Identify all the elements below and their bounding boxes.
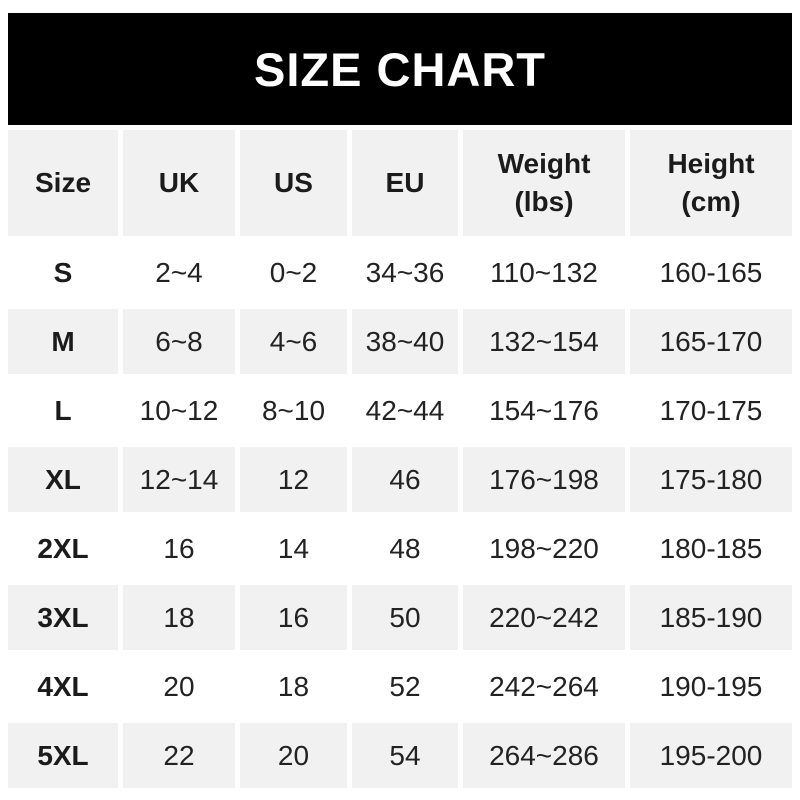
column-header-height: Height (cm) [630,130,792,236]
cell-weight: 110~132 [463,240,625,305]
cell-us: 12 [240,447,347,512]
size-table: Size UK US EU Weight (lbs) Height (cm) S… [8,130,792,788]
cell-uk: 6~8 [123,309,235,374]
cell-us: 14 [240,516,347,581]
size-chart-banner: SIZE CHART [8,13,792,125]
column-header-uk: UK [123,130,235,236]
cell-uk: 18 [123,585,235,650]
cell-height: 195-200 [630,723,792,788]
cell-eu: 48 [352,516,458,581]
cell-uk: 10~12 [123,378,235,443]
cell-eu: 52 [352,654,458,719]
cell-weight: 264~286 [463,723,625,788]
cell-uk: 22 [123,723,235,788]
cell-weight: 220~242 [463,585,625,650]
cell-us: 0~2 [240,240,347,305]
cell-us: 16 [240,585,347,650]
cell-us: 20 [240,723,347,788]
column-header-eu: EU [352,130,458,236]
cell-height: 160-165 [630,240,792,305]
cell-weight: 198~220 [463,516,625,581]
cell-eu: 38~40 [352,309,458,374]
cell-uk: 16 [123,516,235,581]
cell-uk: 12~14 [123,447,235,512]
cell-size: XL [8,447,118,512]
cell-eu: 34~36 [352,240,458,305]
cell-weight: 176~198 [463,447,625,512]
cell-uk: 20 [123,654,235,719]
cell-eu: 54 [352,723,458,788]
cell-weight: 242~264 [463,654,625,719]
cell-weight: 132~154 [463,309,625,374]
cell-eu: 50 [352,585,458,650]
cell-height: 190-195 [630,654,792,719]
cell-height: 165-170 [630,309,792,374]
cell-uk: 2~4 [123,240,235,305]
cell-size: S [8,240,118,305]
cell-eu: 46 [352,447,458,512]
cell-height: 170-175 [630,378,792,443]
column-header-weight: Weight (lbs) [463,130,625,236]
cell-size: L [8,378,118,443]
column-header-size: Size [8,130,118,236]
cell-height: 175-180 [630,447,792,512]
cell-height: 185-190 [630,585,792,650]
cell-size: 5XL [8,723,118,788]
cell-eu: 42~44 [352,378,458,443]
cell-size: 3XL [8,585,118,650]
cell-us: 18 [240,654,347,719]
column-header-us: US [240,130,347,236]
cell-weight: 154~176 [463,378,625,443]
size-chart-title: SIZE CHART [254,42,546,96]
cell-size: M [8,309,118,374]
cell-us: 4~6 [240,309,347,374]
cell-us: 8~10 [240,378,347,443]
cell-size: 4XL [8,654,118,719]
cell-height: 180-185 [630,516,792,581]
cell-size: 2XL [8,516,118,581]
